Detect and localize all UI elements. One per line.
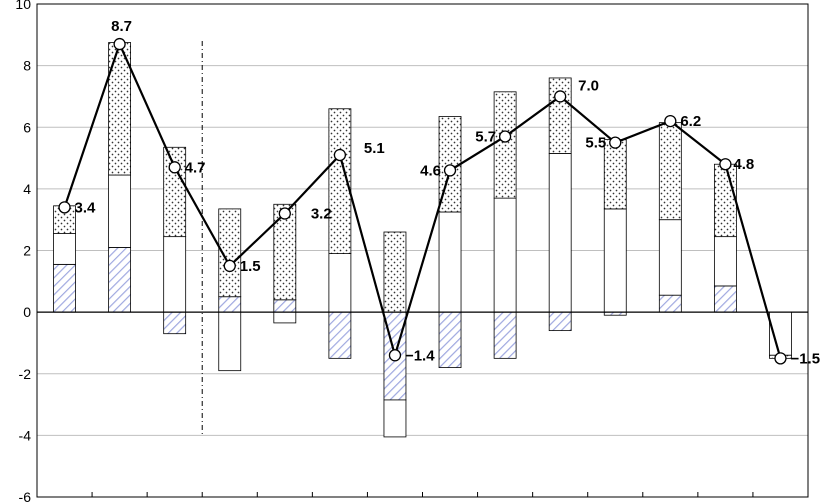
- line-point-marker: [223, 259, 236, 273]
- bar-segment-blank: [658, 219, 682, 296]
- line-data-label: 8.7: [111, 18, 132, 35]
- bar-segment-blank: [273, 311, 297, 324]
- total-line: [63, 41, 782, 360]
- bar-segment-blank: [163, 236, 187, 313]
- line-data-label: 4.8: [733, 156, 754, 173]
- y-tick-label: -6: [19, 489, 32, 504]
- bar-segment-hatched: [548, 311, 572, 332]
- line-point-marker: [554, 90, 567, 103]
- y-tick-label: 6: [23, 119, 31, 135]
- bar-segment-blank: [493, 197, 517, 313]
- bar-segment-dotted: [658, 122, 682, 221]
- data-labels: 3.4 8.7 4.7 1.5 3.2 5.1 −1.4 4.6 5.7 7.0 5.5 6.2 4.8…: [75, 18, 821, 367]
- bar-segment-dotted: [603, 139, 627, 210]
- line-point-marker: [774, 352, 787, 365]
- line-data-label: 1.5: [240, 258, 261, 275]
- bar-segment-blank: [53, 233, 76, 265]
- bar-segment-blank: [713, 236, 737, 287]
- total-line-series: [58, 37, 787, 365]
- y-axis-tick-labels: -6 -4 -2 0 2 4 6 8 10: [15, 0, 31, 504]
- bar-segment-dotted: [273, 203, 297, 301]
- bar-segment-blank: [328, 253, 352, 313]
- line-data-label: 3.4: [75, 199, 97, 216]
- line-point-marker: [333, 148, 347, 162]
- bar-segment-blank: [218, 311, 242, 372]
- bar-segment-hatched: [658, 294, 682, 313]
- bar-segment-dotted: [548, 77, 572, 154]
- line-point-marker: [168, 161, 181, 174]
- line-point-marker: [443, 164, 457, 177]
- bar-segment-dotted: [713, 163, 737, 238]
- bar-segment-blank: [108, 174, 132, 248]
- bar-segment-hatched: [108, 247, 132, 313]
- bar-segment-hatched: [218, 296, 242, 313]
- line-point-marker: [388, 349, 402, 362]
- line-point-marker: [498, 130, 512, 143]
- bar-segment-hatched: [713, 285, 737, 313]
- y-tick-label: 2: [23, 243, 31, 259]
- line-point-marker: [609, 136, 622, 149]
- bar-segment-dotted: [493, 91, 517, 199]
- line-point-marker: [113, 37, 126, 51]
- line-data-label: 5.5: [585, 135, 606, 152]
- y-tick-label: -2: [19, 366, 32, 382]
- line-point-marker: [719, 158, 732, 171]
- bar-segment-dotted: [328, 108, 352, 254]
- bar-segment-dotted: [163, 146, 187, 238]
- bar-segment-hatched: [273, 299, 297, 313]
- y-tick-label: 10: [15, 0, 31, 12]
- bar-segment-blank: [548, 153, 572, 313]
- bar-segment-hatched: [163, 311, 187, 335]
- y-tick-label: 8: [23, 58, 31, 74]
- line-data-label: 4.7: [185, 159, 206, 176]
- line-data-label: −1.5: [790, 350, 820, 367]
- line-point-marker: [58, 201, 71, 214]
- line-data-label: 6.2: [680, 113, 701, 130]
- y-tick-label: 0: [23, 304, 31, 320]
- line-data-label: 3.2: [311, 206, 332, 223]
- bar-segment-dotted: [218, 208, 242, 298]
- y-tick-label: -4: [19, 427, 32, 443]
- bar-segment-dotted: [383, 231, 407, 313]
- bar-segment-hatched: [328, 311, 352, 359]
- line-data-label: 4.6: [420, 162, 441, 179]
- line-data-label: 5.7: [475, 128, 496, 145]
- line-data-label: −1.4: [405, 347, 435, 364]
- stacked-bars: [53, 42, 792, 438]
- line-data-label: 5.1: [364, 140, 385, 157]
- plot-frame: [36, 3, 809, 498]
- bar-segment-hatched: [438, 311, 462, 368]
- line-point-marker: [278, 207, 291, 220]
- bar-segment-hatched: [53, 263, 76, 313]
- bar-segment-blank: [383, 399, 407, 438]
- bar-segment-blank: [438, 211, 462, 313]
- line-point-marker: [664, 114, 677, 128]
- bar-segment-hatched: [493, 311, 517, 359]
- line-data-label: 7.0: [578, 77, 599, 94]
- y-tick-label: 4: [23, 181, 31, 197]
- bar-segment-blank: [603, 208, 627, 313]
